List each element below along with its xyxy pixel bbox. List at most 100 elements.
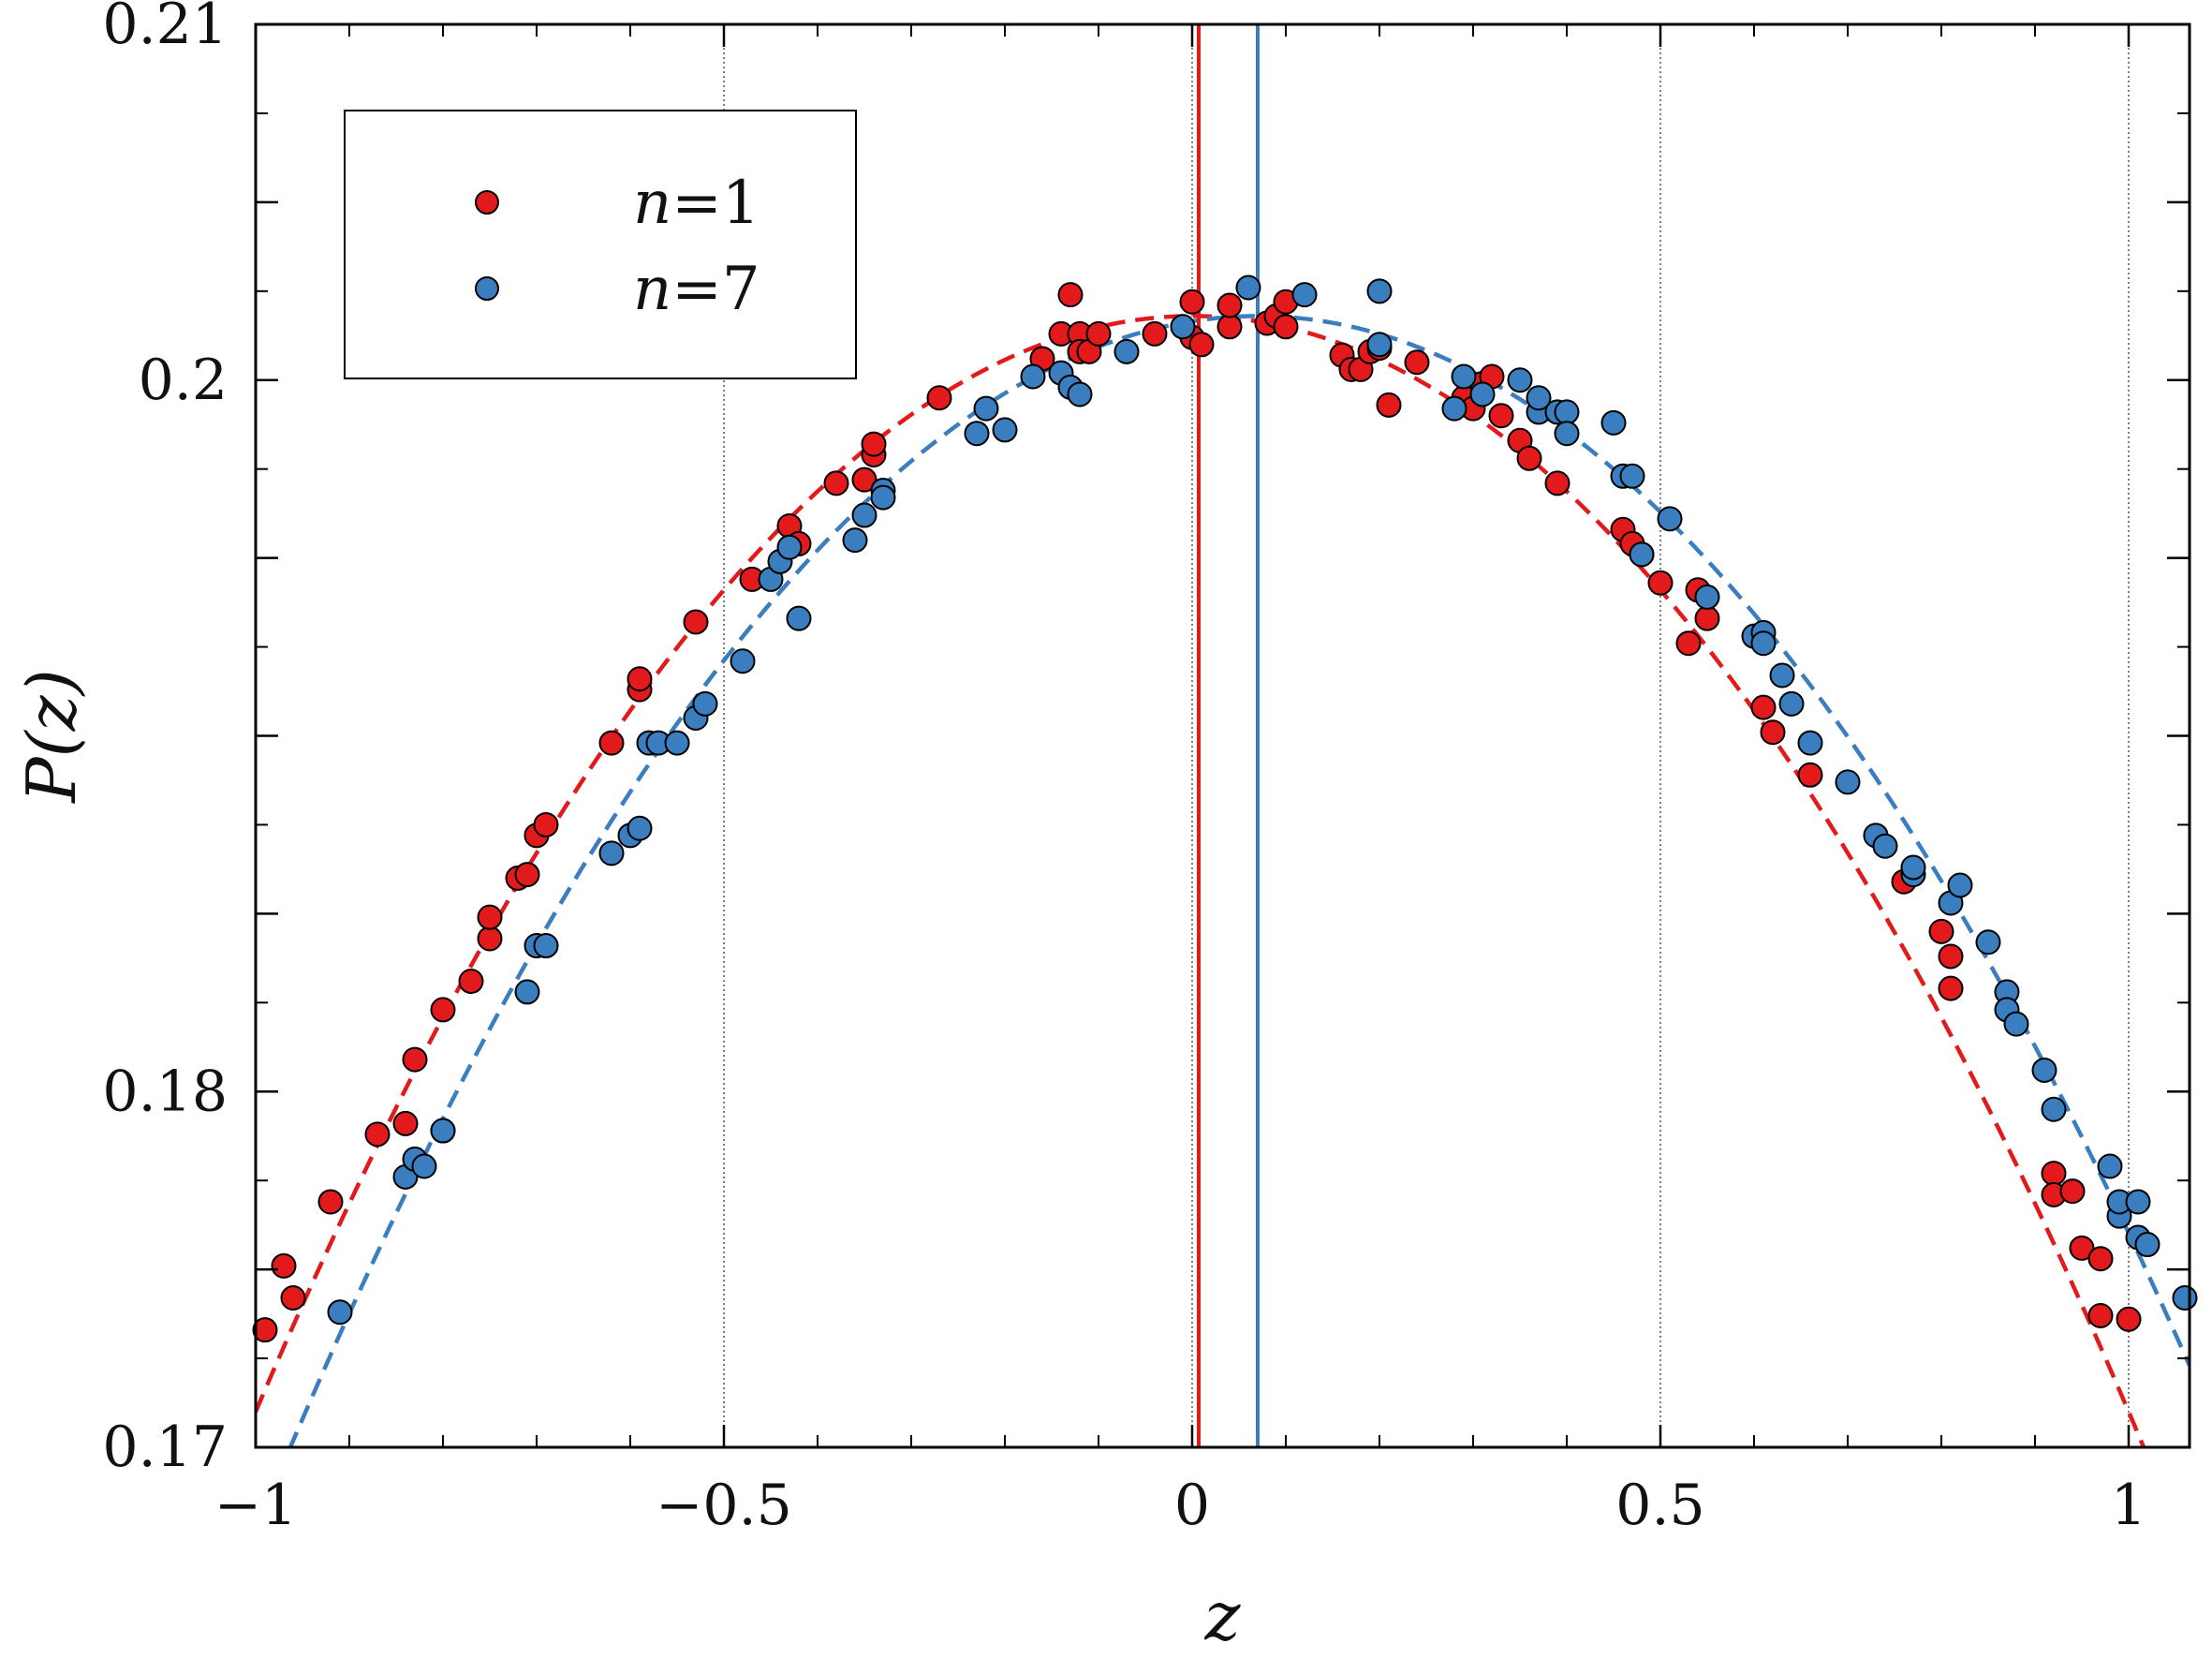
point-s0-62 [1675,630,1702,657]
legend-label-n1-var: n [633,169,671,238]
legend-label-n7-eq: =7 [671,255,759,324]
point-s1-80 [2172,1285,2198,1311]
legend-label-n7-var: n [633,255,671,324]
point-s0-26 [926,385,952,411]
point-s1-78 [2125,1189,2151,1215]
point-s0-71 [1938,975,1964,1001]
point-s1-36 [1291,282,1318,308]
point-s0-34 [1142,320,1168,347]
point-s0-72 [2041,1161,2067,1187]
y-tick-label-2: 0.2 [139,348,228,413]
vertical-gridlines [723,24,2130,1447]
point-s1-26 [964,421,990,447]
point-s1-32 [1067,381,1093,407]
point-s1-20 [776,534,803,560]
point-s1-59 [1778,690,1805,717]
point-s0-35 [1179,289,1205,315]
point-s1-73 [2041,1096,2067,1122]
point-s0-50 [1404,349,1430,376]
point-s1-41 [1469,381,1496,407]
point-s1-57 [1750,630,1777,657]
point-s1-5 [430,1118,456,1144]
point-s0-23 [851,467,877,493]
point-s1-63 [1872,833,1898,859]
point-s1-40 [1451,363,1477,390]
fit-curve-1 [288,314,2190,1447]
point-s0-1 [271,1252,297,1279]
legend-marker-n1 [475,190,499,215]
point-s0-49 [1376,392,1402,418]
point-s0-12 [514,862,540,888]
point-s0-37 [1188,332,1215,358]
point-s0-77 [2087,1302,2114,1328]
point-s0-2 [280,1285,306,1311]
y-tick-label-1: 0.18 [102,1059,228,1124]
point-s1-22 [842,527,868,554]
point-s1-35 [1235,274,1261,301]
point-s1-16 [692,690,718,717]
point-s0-75 [2069,1235,2095,1261]
point-s0-18 [683,609,709,635]
y-axis-title: P(z) [12,669,91,805]
point-s1-38 [1366,332,1393,358]
point-s0-4 [364,1121,391,1148]
point-s0-55 [1488,403,1514,429]
point-s0-74 [2059,1178,2086,1205]
point-s0-70 [1938,943,1964,970]
point-s1-42 [1507,367,1533,393]
point-s1-37 [1366,278,1393,304]
point-s0-29 [1057,282,1084,308]
point-s1-46 [1554,399,1580,425]
point-s1-47 [1554,421,1580,447]
point-s1-68 [1975,929,2001,955]
point-s0-0 [252,1317,278,1343]
point-s0-43 [1273,314,1299,340]
legend-box [344,110,857,379]
point-s1-23 [851,502,877,528]
point-s0-14 [533,811,559,837]
point-s0-9 [477,926,503,952]
point-s0-5 [392,1110,419,1136]
point-s1-53 [1657,506,1683,532]
y-tick-label-0: 0.17 [102,1415,228,1480]
point-s1-6 [514,979,540,1005]
point-s1-34 [1170,314,1196,340]
legend-label-n7: n=7 [633,255,760,324]
point-s1-11 [627,815,653,841]
point-s1-3 [411,1153,437,1179]
legend: n=1 n=7 [344,110,857,379]
point-s1-50 [1619,463,1645,489]
point-s1-39 [1441,395,1467,422]
point-s1-28 [992,417,1018,443]
point-s0-7 [430,997,456,1023]
point-s1-48 [1600,409,1627,436]
point-s0-64 [1694,605,1720,631]
point-s1-44 [1526,385,1552,411]
point-s0-61 [1647,570,1674,596]
point-s0-58 [1544,470,1571,496]
point-s0-78 [2116,1306,2142,1332]
point-s1-17 [730,648,756,674]
x-tick-label-0: −1 [214,1473,297,1538]
point-s0-33 [1085,320,1112,347]
point-s0-6 [402,1046,428,1073]
point-s0-76 [2087,1246,2114,1272]
point-s0-15 [598,730,625,756]
point-s1-67 [1947,872,1973,898]
point-s1-25 [870,484,896,511]
legend-marker-n7 [475,276,499,301]
point-s0-17 [627,666,653,692]
point-s0-65 [1750,694,1777,720]
point-s1-0 [327,1299,353,1326]
data-points [252,274,2198,1343]
point-s1-14 [664,730,690,756]
point-s1-29 [1020,363,1046,390]
point-s1-61 [1835,769,1861,795]
point-s1-27 [973,395,999,422]
x-tick-label-1: −0.5 [656,1473,792,1538]
y-tick-label-3: 0.21 [102,0,228,57]
point-s1-74 [2097,1153,2123,1179]
point-s1-9 [598,840,625,867]
point-s0-69 [1928,918,1954,944]
point-s1-54 [1694,584,1720,610]
